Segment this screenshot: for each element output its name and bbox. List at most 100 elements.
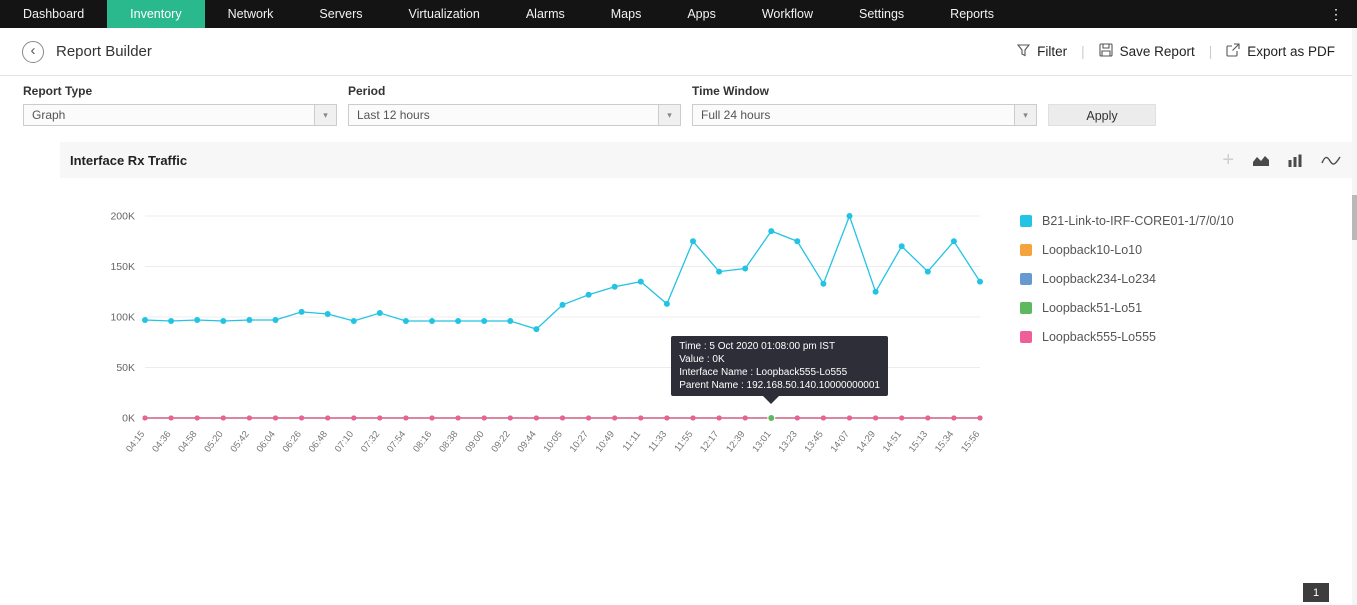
- svg-text:14:51: 14:51: [881, 429, 904, 455]
- kebab-menu-icon[interactable]: ⋮: [1329, 5, 1343, 22]
- svg-text:07:32: 07:32: [359, 429, 382, 455]
- export-pdf-label: Export as PDF: [1247, 44, 1335, 59]
- svg-text:09:22: 09:22: [489, 429, 512, 455]
- svg-text:15:56: 15:56: [959, 429, 982, 455]
- legend-swatch: [1020, 215, 1032, 227]
- nav-items: Dashboard Inventory Network Servers Virtuali…: [0, 0, 1017, 28]
- svg-text:12:17: 12:17: [698, 429, 721, 455]
- svg-text:12:39: 12:39: [724, 429, 747, 455]
- svg-text:04:36: 04:36: [150, 429, 173, 455]
- svg-text:10:49: 10:49: [594, 429, 617, 455]
- chart-type-controls: +: [1222, 150, 1341, 170]
- svg-text:13:23: 13:23: [776, 429, 799, 455]
- nav-item-reports[interactable]: Reports: [950, 7, 994, 21]
- period-label: Period: [348, 84, 386, 98]
- nav-item-alarms[interactable]: Alarms: [525, 7, 565, 21]
- tooltip-time: Time : 5 Oct 2020 01:08:00 pm IST: [679, 341, 836, 352]
- svg-text:07:10: 07:10: [333, 429, 356, 455]
- bar-chart-icon[interactable]: [1288, 154, 1303, 167]
- chart-area: 0K 50K 100K 150K 200K 04:15 04:36 04:58 05:20 05:…: [60, 178, 1357, 498]
- nav-item-settings[interactable]: Settings: [859, 7, 905, 21]
- tooltip-value: Value : 0K: [679, 354, 725, 365]
- nav-item-inventory[interactable]: Inventory: [107, 0, 205, 28]
- nav-item-apps[interactable]: Apps: [687, 7, 716, 21]
- top-nav: Dashboard Inventory Network Servers Virtuali…: [0, 0, 1357, 28]
- export-pdf-button[interactable]: Export as PDF: [1226, 43, 1335, 60]
- filter-label: Filter: [1037, 44, 1068, 59]
- line-chart-icon[interactable]: [1321, 154, 1341, 166]
- tooltip-arrow: [763, 396, 780, 404]
- vertical-scrollbar: [1352, 28, 1357, 605]
- report-type-label: Report Type: [23, 84, 93, 98]
- period-select[interactable]: Last 12 hours ▾: [348, 104, 681, 126]
- period-group: Period Last 12 hours ▾: [348, 84, 681, 126]
- svg-text:11:55: 11:55: [672, 429, 695, 454]
- legend-label: Loopback555-Lo555: [1042, 330, 1156, 344]
- area-chart-icon[interactable]: [1252, 154, 1270, 167]
- nav-item-workflow[interactable]: Workflow: [761, 7, 813, 21]
- back-button[interactable]: ‹: [22, 40, 44, 63]
- legend-item-2[interactable]: Loopback234-Lo234: [1020, 272, 1234, 286]
- nav-item-virtualization[interactable]: Virtualization: [408, 7, 480, 21]
- report-filters: Report Type Graph ▾ Period Last 12 hours…: [0, 76, 1357, 138]
- apply-button[interactable]: Apply: [1048, 104, 1156, 126]
- page-number-badge[interactable]: 1: [1303, 583, 1329, 602]
- svg-text:150K: 150K: [110, 261, 135, 273]
- svg-text:15:13: 15:13: [907, 429, 930, 455]
- svg-text:08:16: 08:16: [411, 429, 434, 455]
- svg-text:13:45: 13:45: [802, 429, 825, 455]
- svg-text:0K: 0K: [122, 413, 135, 425]
- toolbar-separator: |: [1081, 44, 1085, 59]
- toolbar-actions: Filter | Save Report | Export as PDF: [1016, 43, 1335, 60]
- chart-panel: Interface Rx Traffic + 0K 50K 100K 150K 200K…: [60, 142, 1357, 498]
- scrollbar-thumb[interactable]: [1352, 195, 1357, 240]
- filter-funnel-icon: [1016, 43, 1031, 60]
- page-title: Report Builder: [56, 43, 152, 60]
- legend-swatch: [1020, 302, 1032, 314]
- svg-text:11:33: 11:33: [646, 429, 669, 454]
- nav-item-dashboard[interactable]: Dashboard: [23, 7, 85, 21]
- svg-text:06:04: 06:04: [255, 429, 278, 455]
- legend-item-3[interactable]: Loopback51-Lo51: [1020, 301, 1234, 315]
- tooltip-interface-name: Interface Name : Loopback555-Lo555: [679, 367, 848, 378]
- svg-text:200K: 200K: [110, 211, 135, 223]
- svg-text:50K: 50K: [116, 362, 135, 374]
- nav-item-network[interactable]: Network: [227, 7, 274, 21]
- svg-text:04:15: 04:15: [124, 429, 147, 455]
- chart-title: Interface Rx Traffic: [70, 152, 188, 168]
- svg-text:14:29: 14:29: [855, 429, 878, 455]
- svg-text:05:42: 05:42: [228, 429, 251, 455]
- legend-label: Loopback51-Lo51: [1042, 301, 1143, 315]
- back-chevron-icon: ‹: [30, 42, 36, 59]
- nav-item-maps[interactable]: Maps: [610, 7, 642, 21]
- time-window-select[interactable]: Full 24 hours ▾: [692, 104, 1037, 126]
- svg-text:13:01: 13:01: [750, 429, 773, 455]
- legend-item-4[interactable]: Loopback555-Lo555: [1020, 330, 1234, 344]
- svg-text:10:05: 10:05: [542, 429, 565, 455]
- svg-text:05:20: 05:20: [202, 429, 225, 455]
- time-window-value: Full 24 hours: [701, 108, 771, 122]
- legend-item-1[interactable]: Loopback10-Lo10: [1020, 243, 1234, 257]
- legend-swatch: [1020, 273, 1032, 285]
- svg-text:06:26: 06:26: [281, 429, 304, 455]
- legend-item-0[interactable]: B21-Link-to-IRF-CORE01-1/7/0/10: [1020, 214, 1234, 228]
- tooltip-parent-name: Parent Name : 192.168.50.140.10000000001: [679, 380, 880, 391]
- chevron-down-icon: ▾: [658, 105, 680, 125]
- legend-label: B21-Link-to-IRF-CORE01-1/7/0/10: [1042, 214, 1234, 228]
- legend-label: Loopback234-Lo234: [1042, 272, 1156, 286]
- chevron-down-icon: ▾: [314, 105, 336, 125]
- save-icon: [1099, 43, 1113, 60]
- svg-text:15:34: 15:34: [933, 429, 956, 455]
- report-type-group: Report Type Graph ▾: [23, 84, 337, 126]
- add-widget-icon[interactable]: +: [1222, 149, 1234, 171]
- svg-text:11:11: 11:11: [621, 429, 643, 453]
- svg-text:04:58: 04:58: [176, 429, 199, 455]
- svg-text:09:44: 09:44: [515, 429, 538, 455]
- chart-panel-header: Interface Rx Traffic +: [60, 142, 1357, 178]
- nav-item-servers[interactable]: Servers: [319, 7, 363, 21]
- filter-button[interactable]: Filter: [1016, 43, 1068, 60]
- report-type-select[interactable]: Graph ▾: [23, 104, 337, 126]
- save-report-button[interactable]: Save Report: [1099, 43, 1195, 60]
- traffic-line-chart[interactable]: 0K 50K 100K 150K 200K 04:15 04:36 04:58 05:20 05:…: [60, 198, 1020, 498]
- chart-tooltip: Time : 5 Oct 2020 01:08:00 pm IST Value …: [671, 336, 888, 404]
